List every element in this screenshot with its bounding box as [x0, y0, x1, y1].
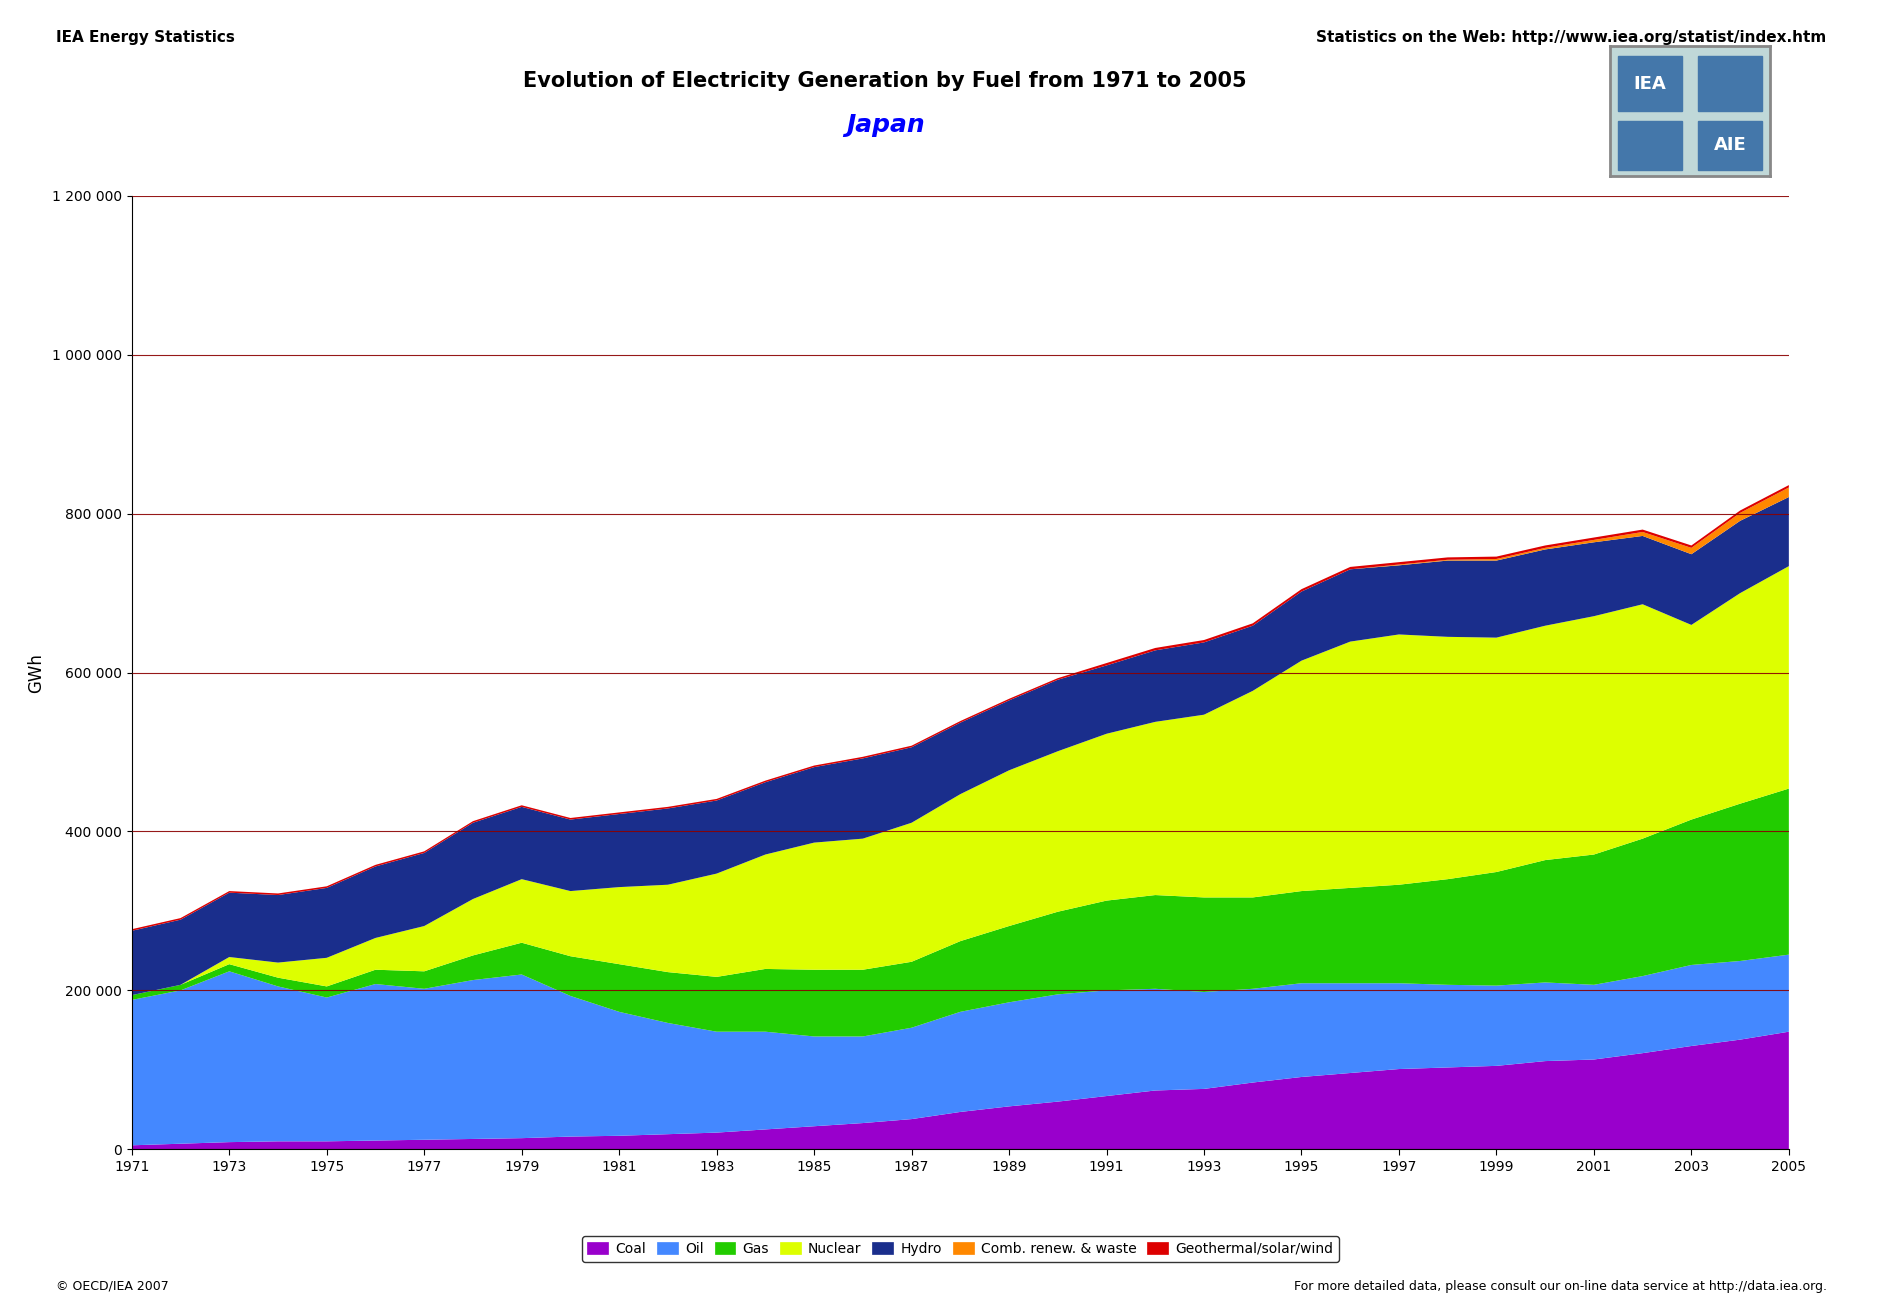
Text: © OECD/IEA 2007: © OECD/IEA 2007	[56, 1280, 169, 1293]
Bar	[1617, 56, 1681, 111]
Text: For more detailed data, please consult our on-line data service at http://data.i: For more detailed data, please consult o…	[1293, 1280, 1826, 1293]
Text: IEA: IEA	[1634, 74, 1666, 93]
Bar	[1617, 121, 1681, 170]
Text: Japan: Japan	[845, 114, 924, 137]
Text: Evolution of Electricity Generation by Fuel from 1971 to 2005: Evolution of Electricity Generation by F…	[523, 72, 1246, 91]
Text: IEA Energy Statistics: IEA Energy Statistics	[56, 30, 235, 44]
Y-axis label: GWh: GWh	[26, 653, 45, 692]
Legend: Coal, Oil, Gas, Nuclear, Hydro, Comb. renew. & waste, Geothermal/solar/wind: Coal, Oil, Gas, Nuclear, Hydro, Comb. re…	[582, 1237, 1338, 1262]
Text: Statistics on the Web: http://www.iea.org/statist/index.htm: Statistics on the Web: http://www.iea.or…	[1316, 30, 1826, 44]
Bar	[1698, 56, 1762, 111]
Text: AIE: AIE	[1713, 136, 1745, 154]
Bar	[1698, 121, 1762, 170]
